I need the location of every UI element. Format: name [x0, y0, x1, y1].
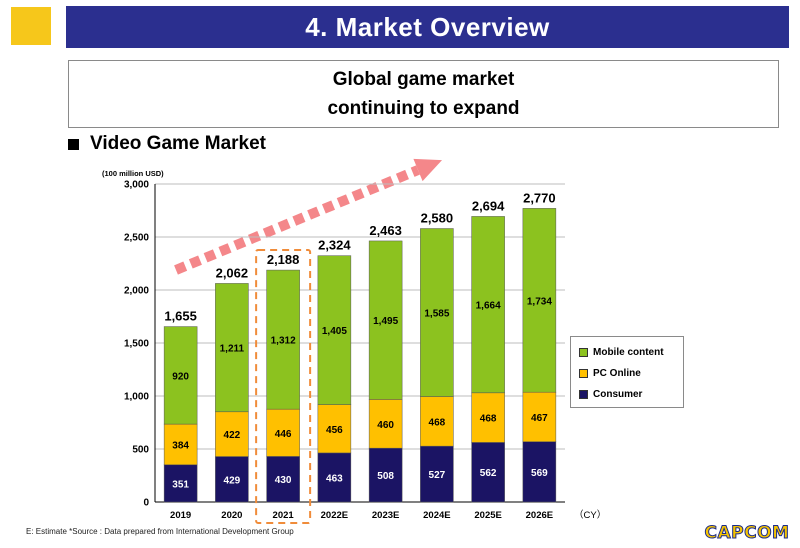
y-tick-label: 2,500: [124, 233, 149, 244]
decorative-square: [11, 7, 51, 45]
x-unit-label: （CY）: [574, 509, 606, 521]
bar-value-label: 1,495: [373, 316, 398, 327]
title-bar: 4. Market Overview: [66, 6, 789, 48]
bar-total-label: 2,188: [267, 252, 300, 267]
bar-total-label: 2,580: [421, 211, 454, 226]
bar-value-label: 1,211: [220, 344, 245, 355]
bar-value-label: 468: [480, 414, 497, 425]
bar-value-label: 460: [377, 420, 394, 431]
x-tick-label: 2024E: [423, 510, 450, 521]
bar-segment-pc-online: [471, 392, 505, 443]
bar-total-label: 2,062: [216, 265, 249, 280]
y-unit-label: (100 million USD): [102, 169, 164, 178]
legend-swatch-mobile: [579, 348, 588, 357]
trend-arrow-shaft: [174, 165, 420, 275]
section-heading: Video Game Market: [68, 133, 266, 155]
bar-segment-consumer: [266, 456, 300, 503]
page-title: 4. Market Overview: [305, 11, 550, 42]
bar-segment-mobile-content: [266, 269, 300, 410]
x-tick-label: 2021: [273, 510, 295, 521]
legend-label-consumer: Consumer: [593, 389, 643, 400]
bar-segment-consumer: [215, 456, 249, 503]
legend-swatch-pc-online: [579, 369, 588, 378]
y-tick-label: 1,000: [124, 392, 149, 403]
bar-segment-mobile-content: [163, 326, 198, 425]
legend-item-consumer: Consumer: [579, 384, 675, 405]
bar-segment-pc-online: [317, 404, 352, 454]
bar-value-label: 467: [531, 413, 548, 424]
bar-value-label: 1,585: [424, 309, 449, 320]
bar-segment-consumer: [163, 464, 198, 503]
bar-total-label: 2,770: [523, 190, 556, 205]
bar-segment-mobile-content: [522, 208, 557, 393]
chart-legend: Mobile content PC Online Consumer: [570, 336, 684, 408]
bar-value-label: 429: [224, 475, 241, 486]
bar-value-label: 463: [326, 473, 343, 484]
legend-label-mobile: Mobile content: [593, 347, 664, 358]
bar-value-label: 456: [326, 425, 343, 436]
bar-total-label: 2,463: [369, 223, 402, 238]
bar-value-label: 1,312: [271, 336, 296, 347]
bar-total-label: 2,694: [472, 198, 505, 213]
bar-segment-mobile-content: [420, 228, 454, 397]
message-line-1: Global game market: [332, 69, 515, 90]
bar-value-label: 430: [275, 475, 292, 486]
trend-arrow-head: [413, 158, 443, 182]
logo-text: CAPCOM: [704, 523, 790, 544]
source-footnote: E: Estimate *Source : Data prepared from…: [26, 527, 294, 536]
bar-segment-pc-online: [215, 411, 249, 457]
bar-value-label: 384: [172, 440, 189, 451]
y-tick-label: 3,000: [124, 180, 149, 191]
x-tick-label: 2020: [221, 510, 242, 521]
legend-label-pc-online: PC Online: [593, 368, 641, 379]
legend-item-pc-online: PC Online: [579, 363, 675, 384]
message-box: Global game market continuing to expand: [68, 60, 779, 128]
bar-segment-consumer: [317, 452, 352, 503]
bar-value-label: 1,734: [527, 296, 552, 307]
y-tick-label: 0: [143, 498, 149, 509]
capcom-logo: CAPCOM: [700, 522, 794, 544]
message-line-2: continuing to expand: [327, 98, 520, 119]
bar-segment-mobile-content: [317, 255, 352, 405]
bar-segment-mobile-content: [215, 283, 249, 413]
bar-segment-mobile-content: [368, 240, 403, 400]
x-tick-label: 2019: [170, 510, 191, 521]
bar-value-label: 1,664: [476, 301, 501, 312]
legend-item-mobile: Mobile content: [579, 342, 675, 363]
bar-value-label: 468: [429, 417, 446, 428]
y-tick-label: 500: [132, 445, 149, 456]
x-tick-label: 2023E: [372, 510, 399, 521]
bar-value-label: 508: [377, 471, 394, 482]
bar-segment-pc-online: [368, 399, 403, 449]
bar-value-label: 569: [531, 468, 548, 479]
square-bullet-icon: [68, 138, 79, 150]
bar-value-label: 1,405: [322, 326, 347, 337]
bar-segment-consumer: [368, 447, 403, 503]
y-tick-label: 1,500: [124, 339, 149, 350]
x-tick-label: 2022E: [321, 510, 348, 521]
bar-value-label: 422: [224, 430, 241, 441]
legend-swatch-consumer: [579, 390, 588, 399]
bar-segment-consumer: [522, 441, 557, 503]
bar-value-label: 527: [429, 470, 446, 481]
bar-segment-pc-online: [522, 391, 557, 442]
bar-total-label: 2,324: [318, 238, 351, 253]
bar-value-label: 562: [480, 468, 497, 479]
bar-value-label: 920: [172, 371, 189, 382]
bar-segment-mobile-content: [471, 216, 505, 394]
section-title: Video Game Market: [90, 133, 267, 154]
bar-total-label: 1,655: [164, 309, 197, 324]
bar-segment-pc-online: [420, 396, 454, 447]
bar-value-label: 351: [172, 479, 189, 490]
bar-value-label: 446: [275, 429, 292, 440]
bar-segment-pc-online: [266, 408, 300, 457]
y-tick-label: 2,000: [124, 286, 149, 297]
highlight-2021-box: [255, 249, 312, 524]
x-tick-label: 2026E: [526, 510, 553, 521]
x-tick-label: 2025E: [474, 510, 501, 521]
bar-segment-consumer: [471, 442, 505, 503]
